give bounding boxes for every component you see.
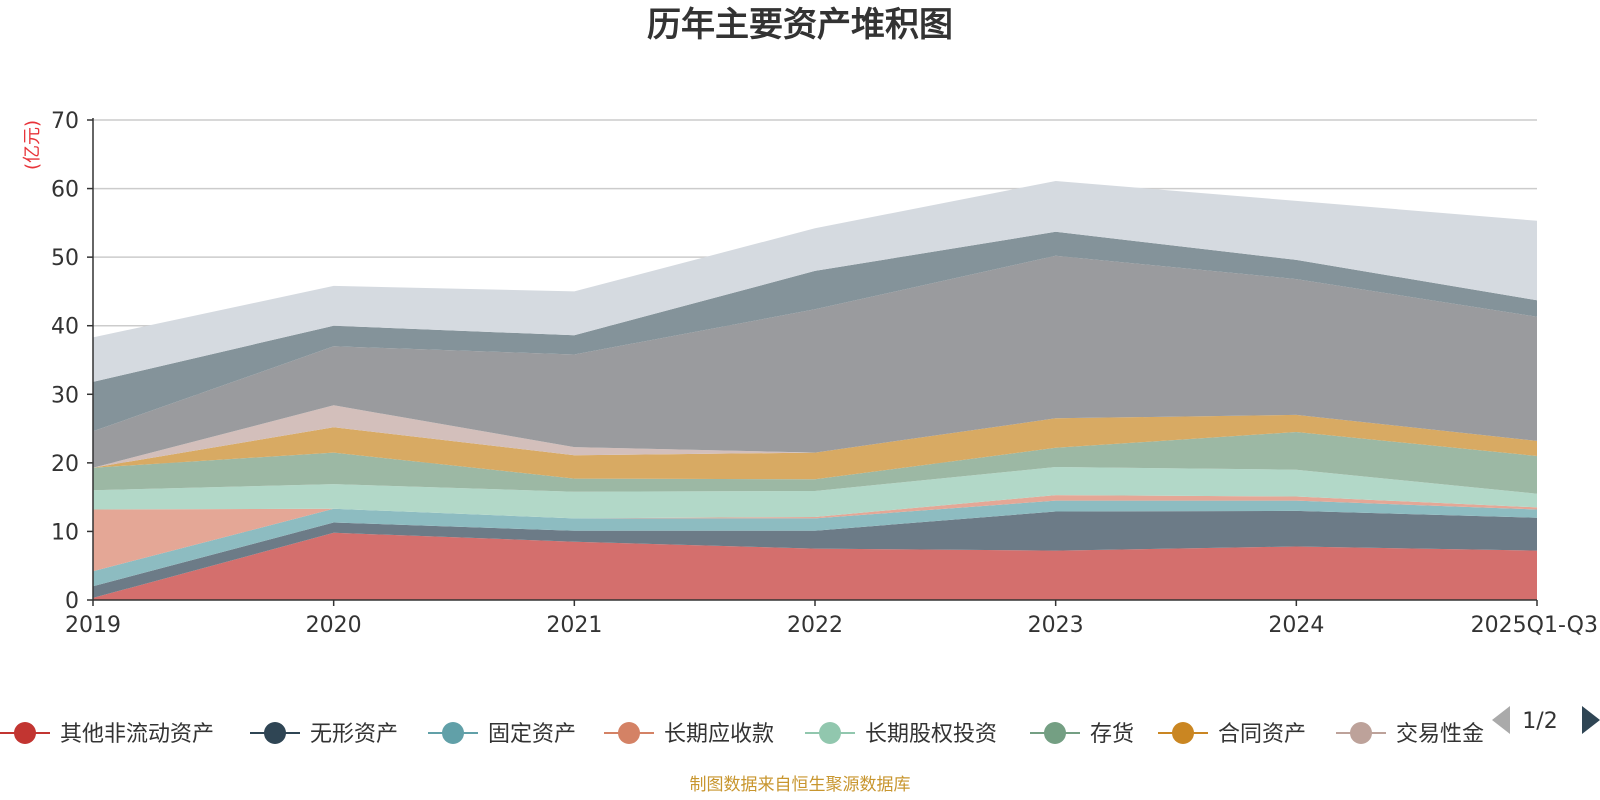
area-series-1 <box>93 532 1537 600</box>
legend-label: 长期应收款 <box>664 722 774 747</box>
legend: 其他非流动资产 无形资产 固定资产 长期应收款 长期股权投资 存货 合同资产 交易性金 <box>0 722 1484 747</box>
legend-dot-marker <box>14 722 36 744</box>
x-tick-label: 2023 <box>1028 613 1084 638</box>
legend-dot-marker <box>442 722 464 744</box>
legend-dot-marker <box>1350 722 1372 744</box>
legend-item[interactable]: 无形资产 <box>250 722 398 747</box>
area-series-10 <box>93 231 1537 432</box>
legend-label: 合同资产 <box>1218 722 1306 747</box>
legend-label: 其他非流动资产 <box>60 722 214 747</box>
area-series-3 <box>93 500 1537 587</box>
legend-dot-marker <box>819 722 841 744</box>
x-tick-label: 2022 <box>787 613 843 638</box>
axes: 0 10 20 30 40 50 60 70 2019 2020 2021 2022 2023 2024 2… <box>51 109 1598 638</box>
legend-item[interactable]: 交易性金 <box>1336 722 1484 747</box>
y-tick-label: 30 <box>51 383 79 408</box>
area-series-11 <box>93 181 1537 382</box>
chart-title: 历年主要资产堆积图 <box>647 5 953 45</box>
legend-label: 无形资产 <box>310 722 398 747</box>
legend-dot-marker <box>264 722 286 744</box>
area-series-6 <box>93 432 1537 494</box>
legend-pager: 1/2 <box>1492 706 1600 734</box>
legend-item[interactable]: 存货 <box>1030 722 1134 747</box>
legend-next-icon[interactable] <box>1582 706 1600 734</box>
x-tick-label: 2021 <box>546 613 602 638</box>
legend-dot-marker <box>1172 722 1194 744</box>
legend-dot-marker <box>1044 722 1066 744</box>
area-series-2 <box>93 510 1537 598</box>
y-tick-label: 60 <box>51 178 79 203</box>
legend-page-indicator: 1/2 <box>1522 709 1557 734</box>
area-series-9 <box>93 255 1537 468</box>
y-tick-label: 40 <box>51 315 79 340</box>
x-tick-label: 2019 <box>65 613 121 638</box>
legend-label: 固定资产 <box>488 722 576 747</box>
y-axis-unit: (亿元) <box>22 120 43 170</box>
area-series-5 <box>93 467 1537 519</box>
legend-label: 存货 <box>1090 722 1134 747</box>
y-tick-label: 20 <box>51 452 79 477</box>
y-tick-label: 0 <box>65 589 79 614</box>
legend-item[interactable]: 长期股权投资 <box>805 722 997 747</box>
y-tick-label: 70 <box>51 109 79 134</box>
legend-item[interactable]: 长期应收款 <box>604 722 774 747</box>
area-series <box>93 181 1537 600</box>
y-tick-label: 50 <box>51 246 79 271</box>
legend-dot-marker <box>618 722 640 744</box>
legend-item[interactable]: 合同资产 <box>1158 722 1306 747</box>
legend-item[interactable]: 其他非流动资产 <box>0 722 214 747</box>
y-tick-label: 10 <box>51 520 79 545</box>
area-series-7 <box>93 414 1537 480</box>
x-tick-label: 2025Q1-Q3 <box>1471 613 1598 638</box>
legend-label: 长期股权投资 <box>865 722 997 747</box>
legend-prev-icon[interactable] <box>1492 706 1510 734</box>
x-tick-label: 2024 <box>1268 613 1324 638</box>
legend-label: 交易性金 <box>1396 722 1484 747</box>
area-series-4 <box>93 495 1537 572</box>
data-source-note: 制图数据来自恒生聚源数据库 <box>690 775 911 795</box>
x-tick-label: 2020 <box>306 613 362 638</box>
legend-item[interactable]: 固定资产 <box>428 722 576 747</box>
